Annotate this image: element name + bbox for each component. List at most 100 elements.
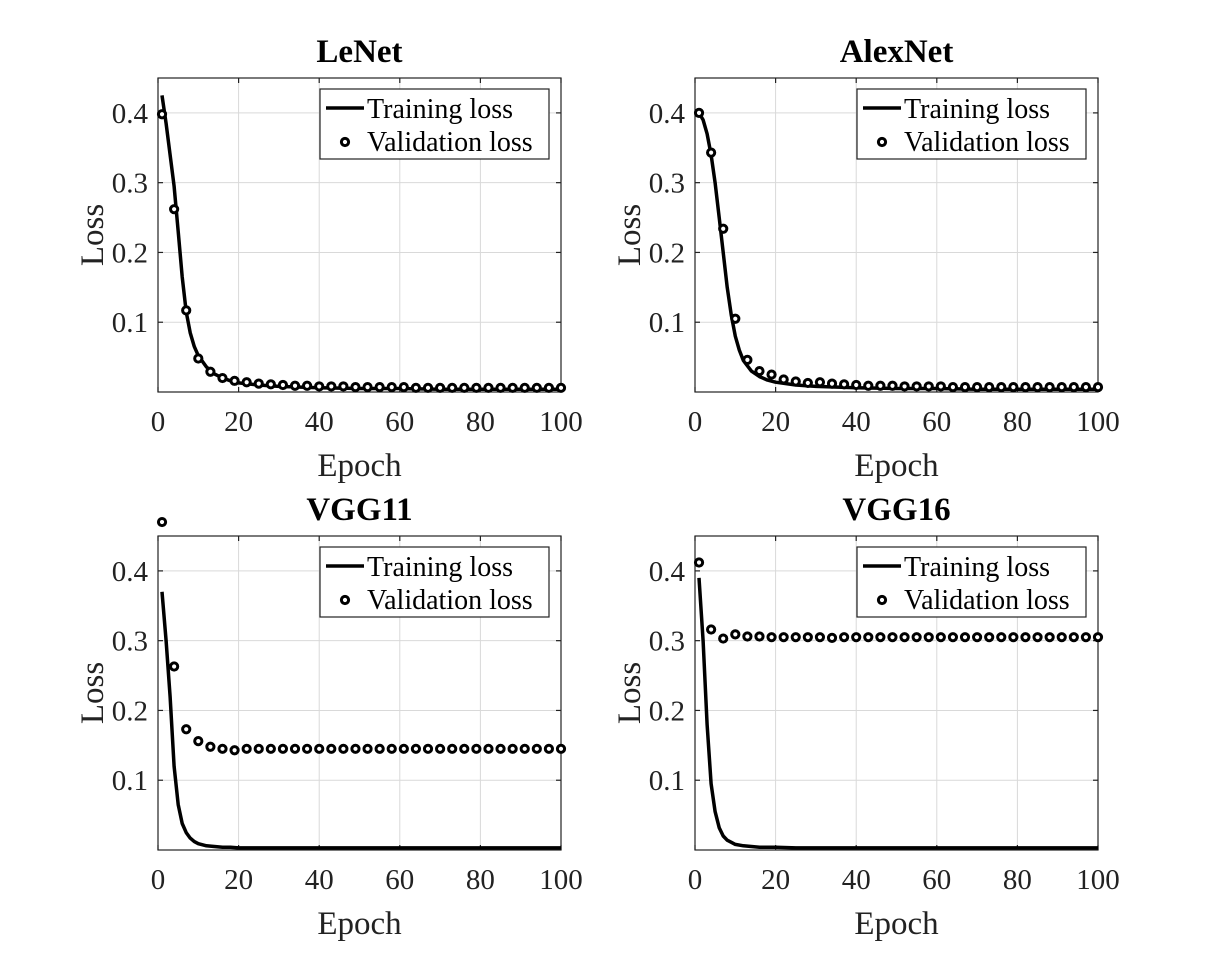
data-point-validation-loss	[447, 743, 458, 754]
data-point-validation-loss	[899, 381, 910, 392]
data-point-validation-loss	[495, 382, 506, 393]
data-point-validation-loss	[972, 632, 983, 643]
data-point-validation-loss	[863, 632, 874, 643]
y-tick-label: 0.4	[112, 556, 149, 588]
data-point-validation-loss	[706, 147, 717, 158]
x-tick-label: 80	[466, 864, 495, 896]
plot-frame	[694, 77, 1099, 393]
data-point-validation-loss	[277, 379, 289, 391]
data-point-validation-loss	[947, 382, 959, 393]
data-point-validation-loss	[314, 743, 325, 754]
plot-frame	[157, 77, 562, 393]
data-point-validation-loss	[326, 743, 337, 754]
data-point-validation-loss	[754, 631, 765, 642]
legend-label-validation-loss: Validation loss	[367, 585, 533, 616]
data-point-validation-loss	[507, 743, 518, 754]
x-tick-label: 60	[922, 864, 951, 896]
x-axis-label: Epoch	[854, 448, 939, 484]
data-point-validation-loss	[984, 632, 995, 643]
data-point-validation-loss	[302, 380, 313, 391]
data-point-validation-loss	[972, 382, 983, 393]
legend-box	[856, 546, 1087, 618]
data-point-validation-loss	[1068, 632, 1079, 643]
data-point-validation-loss	[362, 743, 373, 754]
data-point-validation-loss	[289, 380, 301, 391]
data-point-validation-loss	[1080, 382, 1092, 393]
x-tick-label: 0	[688, 864, 703, 896]
x-tick-label: 60	[385, 864, 414, 896]
plot-frame	[157, 535, 562, 851]
x-axis-label: Epoch	[317, 448, 402, 484]
data-point-validation-loss	[410, 382, 422, 393]
data-point-validation-loss	[386, 743, 397, 754]
legend-label-training-loss: Training loss	[904, 552, 1050, 583]
data-point-validation-loss	[459, 382, 470, 393]
data-point-validation-loss	[483, 743, 494, 754]
legend-label-validation-loss: Validation loss	[367, 127, 533, 158]
data-point-validation-loss	[435, 382, 446, 393]
x-tick-label: 100	[1076, 406, 1120, 438]
data-point-validation-loss	[555, 382, 567, 393]
data-point-validation-loss	[693, 557, 705, 568]
data-point-validation-loss	[826, 632, 838, 643]
data-point-validation-loss	[1044, 382, 1055, 393]
series-line-training-loss	[160, 591, 561, 850]
data-point-validation-loss	[826, 378, 838, 389]
data-point-validation-loss	[935, 632, 946, 643]
data-point-validation-loss	[814, 632, 826, 643]
data-point-validation-loss	[181, 305, 192, 316]
data-point-validation-loss	[543, 743, 555, 754]
data-point-validation-loss	[814, 377, 826, 388]
data-point-validation-loss	[718, 633, 729, 644]
x-tick-label: 20	[224, 864, 253, 896]
y-tick-label: 0.3	[649, 626, 685, 658]
data-point-validation-loss	[338, 381, 349, 392]
data-point-validation-loss	[923, 381, 934, 392]
data-point-validation-loss	[1008, 632, 1019, 643]
data-point-validation-loss	[193, 353, 204, 364]
y-tick-label: 0.1	[112, 307, 148, 339]
data-point-validation-loss	[742, 354, 753, 366]
y-tick-label: 0.4	[112, 98, 149, 130]
data-point-validation-loss	[947, 632, 959, 643]
x-tick-label: 20	[761, 864, 790, 896]
x-tick-label: 100	[539, 864, 583, 896]
data-point-validation-loss	[1020, 632, 1031, 643]
legend-marker-swatch	[339, 594, 351, 606]
x-tick-label: 40	[842, 864, 871, 896]
chart-panel-1: 0 20 40 60 80 100 0.1 0.2 0.3 0.4 AlexNet Epoch Loss…	[612, 34, 1120, 484]
data-point-validation-loss	[1032, 382, 1043, 393]
y-tick-label: 0.2	[112, 695, 148, 727]
data-point-validation-loss	[229, 745, 240, 756]
data-point-validation-loss	[790, 376, 801, 387]
data-point-validation-loss	[778, 374, 789, 385]
x-tick-label: 0	[151, 406, 166, 438]
data-point-validation-loss	[410, 743, 422, 754]
data-point-validation-loss	[241, 743, 252, 754]
y-tick-label: 0.1	[112, 765, 148, 797]
y-tick-label: 0.4	[649, 556, 686, 588]
data-point-validation-loss	[483, 382, 494, 393]
data-point-validation-loss	[241, 377, 252, 388]
legend-box	[319, 88, 550, 160]
data-point-validation-loss	[531, 382, 542, 393]
data-point-validation-loss	[875, 632, 886, 643]
data-point-validation-loss	[911, 381, 922, 392]
legend-label-training-loss: Training loss	[904, 94, 1050, 125]
data-point-validation-loss	[205, 366, 216, 377]
chart-title: LeNet	[316, 34, 402, 70]
data-point-validation-loss	[1056, 632, 1067, 643]
legend-marker-swatch	[876, 594, 888, 606]
x-tick-label: 0	[151, 864, 166, 896]
data-point-validation-loss	[253, 743, 264, 754]
y-tick-label: 0.3	[112, 626, 148, 658]
y-tick-label: 0.2	[649, 695, 685, 727]
legend-box	[319, 546, 550, 618]
data-point-validation-loss	[265, 743, 276, 754]
x-axis-label: Epoch	[317, 906, 402, 942]
data-point-validation-loss	[1032, 632, 1043, 643]
data-point-validation-loss	[1080, 632, 1092, 643]
x-tick-label: 20	[761, 406, 790, 438]
